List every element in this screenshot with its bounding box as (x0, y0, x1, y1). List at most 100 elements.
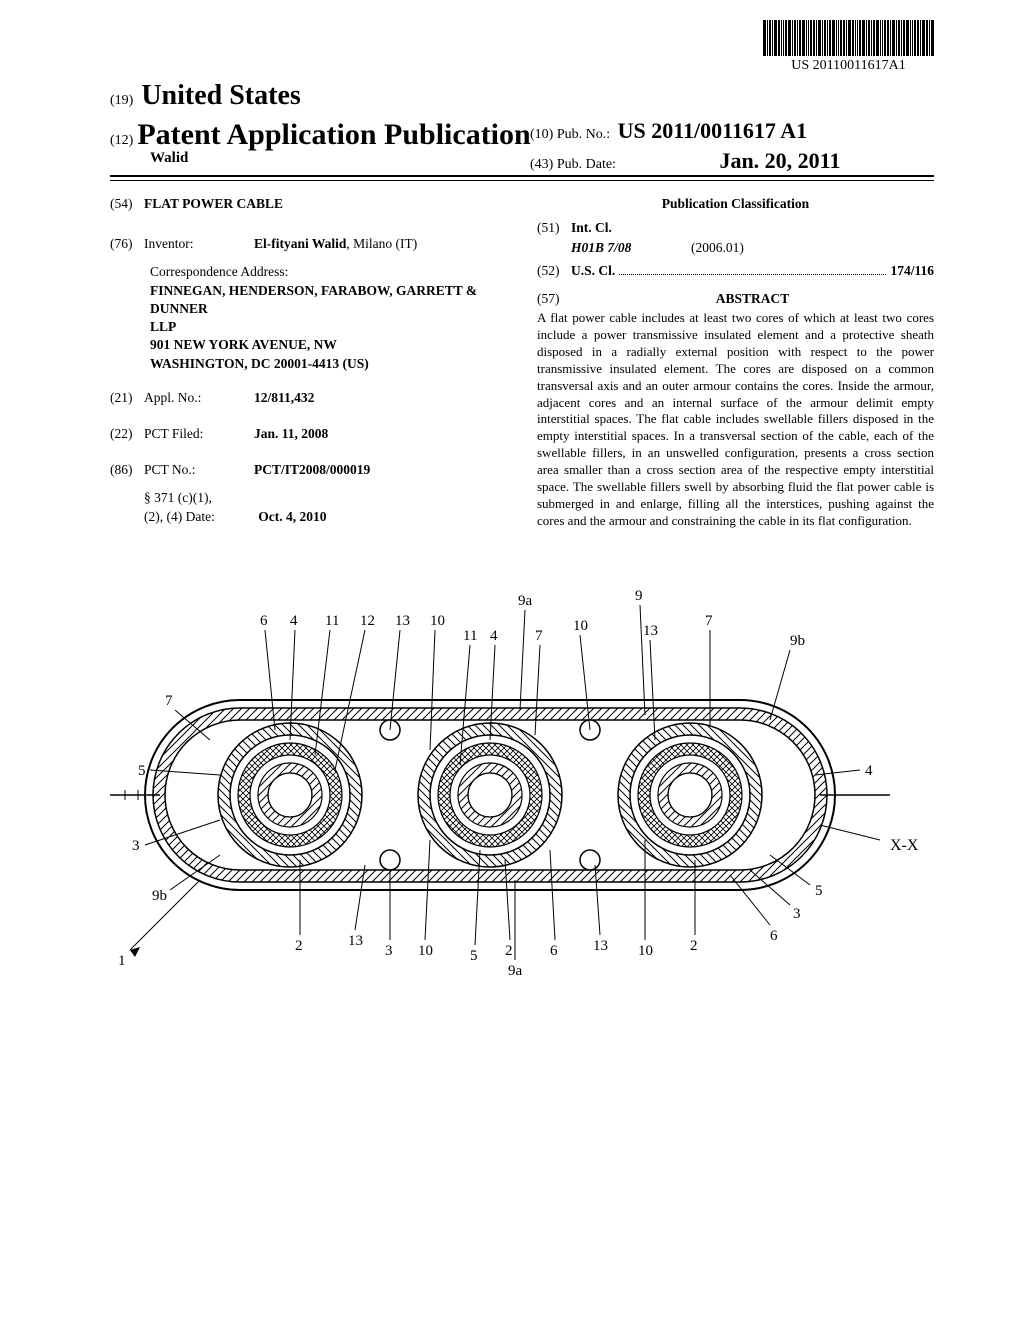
svg-text:9a: 9a (518, 593, 533, 609)
svg-text:11: 11 (463, 628, 477, 644)
svg-text:7: 7 (535, 628, 543, 644)
pct-filed-code: (22) (110, 425, 144, 443)
left-column: (54) FLAT POWER CABLE (76) Inventor: El-… (110, 195, 507, 536)
svg-text:13: 13 (593, 938, 608, 954)
columns: (54) FLAT POWER CABLE (76) Inventor: El-… (110, 195, 934, 536)
svg-text:3: 3 (385, 943, 393, 959)
pub-no: US 2011/0011617 A1 (618, 118, 807, 143)
svg-text:6: 6 (550, 943, 558, 959)
intcl-class-row: H01B 7/08 (2006.01) (537, 239, 934, 257)
pub-no-code: (10) (530, 127, 553, 142)
correspondence-line-0: FINNEGAN, HENDERSON, FARABOW, GARRETT & … (150, 282, 507, 318)
svg-text:4: 4 (290, 613, 298, 629)
pub-type-code: (12) (110, 133, 133, 149)
abstract-text: A flat power cable includes at least two… (537, 310, 934, 530)
s371-block: § 371 (c)(1), (2), (4) Date: Oct. 4, 201… (144, 489, 326, 525)
svg-text:10: 10 (418, 943, 433, 959)
inventor-loc: , Milano (IT) (346, 236, 417, 251)
svg-text:5: 5 (470, 948, 478, 964)
svg-text:13: 13 (348, 933, 363, 949)
abstract-code: (57) (537, 290, 571, 308)
pub-no-label: Pub. No.: (557, 127, 610, 142)
uscl-label: U.S. Cl. (571, 262, 615, 280)
pub-right-block: (10) Pub. No.: US 2011/0011617 A1 (43) P… (530, 118, 840, 174)
classification-header: Publication Classification (537, 195, 934, 213)
uscl-val: 174/116 (890, 262, 934, 280)
svg-text:3: 3 (132, 838, 140, 854)
svg-text:13: 13 (395, 613, 410, 629)
cable-figure-svg: 6 4 11 12 13 10 11 9a 4 7 10 9 13 7 9b 7… (90, 580, 940, 980)
pct-filed: Jan. 11, 2008 (254, 425, 328, 443)
abstract-header-row: (57) ABSTRACT (537, 290, 934, 308)
svg-text:9b: 9b (152, 888, 167, 904)
s371-date: Oct. 4, 2010 (258, 509, 326, 524)
svg-text:10: 10 (573, 618, 588, 634)
svg-text:11: 11 (325, 613, 339, 629)
svg-text:X-X: X-X (890, 837, 919, 854)
svg-text:6: 6 (770, 928, 778, 944)
pct-no: PCT/IT2008/000019 (254, 461, 370, 479)
appl-label: Appl. No.: (144, 389, 254, 407)
pub-type: Patent Application Publication (137, 118, 530, 152)
s371-row: § 371 (c)(1), (2), (4) Date: Oct. 4, 201… (110, 489, 507, 525)
barcode-text: US 20110011617A1 (763, 58, 934, 74)
uscl-row: (52) U.S. Cl. 174/116 (537, 262, 934, 280)
inventor-label: Inventor: (144, 235, 254, 253)
appl-no: 12/811,432 (254, 389, 314, 407)
title-row: (54) FLAT POWER CABLE (110, 195, 507, 213)
svg-text:3: 3 (793, 906, 801, 922)
pct-no-row: (86) PCT No.: PCT/IT2008/000019 (110, 461, 507, 479)
svg-text:2: 2 (295, 938, 303, 954)
svg-text:9: 9 (635, 588, 643, 604)
pct-filed-label: PCT Filed: (144, 425, 254, 443)
uscl-line: U.S. Cl. 174/116 (571, 262, 934, 280)
svg-text:10: 10 (430, 613, 445, 629)
s371-label: § 371 (c)(1), (144, 489, 326, 507)
inventor-name: El-fityani Walid (254, 236, 346, 251)
abstract-label: ABSTRACT (571, 290, 934, 308)
correspondence-line-2: 901 NEW YORK AVENUE, NW (150, 336, 507, 354)
svg-text:2: 2 (505, 943, 513, 959)
appl-row: (21) Appl. No.: 12/811,432 (110, 389, 507, 407)
svg-text:6: 6 (260, 613, 268, 629)
divider (110, 175, 934, 181)
barcode-block: US 20110011617A1 (763, 20, 934, 74)
pub-date-label: Pub. Date: (557, 157, 616, 172)
inventor-row: (76) Inventor: El-fityani Walid, Milano … (110, 235, 507, 253)
figure: 6 4 11 12 13 10 11 9a 4 7 10 9 13 7 9b 7… (90, 580, 940, 980)
correspondence-line-3: WASHINGTON, DC 20001-4413 (US) (150, 355, 507, 373)
country-line: (19) United States (110, 80, 934, 112)
svg-text:13: 13 (643, 623, 658, 639)
appl-code: (21) (110, 389, 144, 407)
title-code: (54) (110, 195, 144, 213)
svg-text:9a: 9a (508, 963, 523, 979)
pub-date-code: (43) (530, 157, 553, 172)
intcl-row: (51) Int. Cl. (537, 219, 934, 237)
intcl-year: (2006.01) (691, 239, 744, 257)
intcl-code: (51) (537, 219, 571, 237)
title: FLAT POWER CABLE (144, 195, 283, 213)
correspondence-label: Correspondence Address: (150, 263, 507, 281)
s371-label2: (2), (4) Date: (144, 509, 215, 524)
intcl-label: Int. Cl. (571, 219, 612, 237)
s371-line2: (2), (4) Date: Oct. 4, 2010 (144, 508, 326, 526)
right-column: Publication Classification (51) Int. Cl.… (537, 195, 934, 536)
pct-no-code: (86) (110, 461, 144, 479)
pct-no-label: PCT No.: (144, 461, 254, 479)
inventor-code: (76) (110, 235, 144, 253)
svg-text:1: 1 (118, 953, 126, 969)
pub-no-line: (10) Pub. No.: US 2011/0011617 A1 (530, 118, 840, 144)
svg-text:7: 7 (165, 693, 173, 709)
svg-text:5: 5 (815, 883, 823, 899)
svg-text:4: 4 (490, 628, 498, 644)
correspondence-line-1: LLP (150, 318, 507, 336)
country-code: (19) (110, 93, 133, 108)
svg-text:5: 5 (138, 763, 146, 779)
barcode-icon (763, 20, 934, 56)
svg-text:7: 7 (705, 613, 713, 629)
uscl-dots (619, 274, 886, 275)
patent-page: US 20110011617A1 (19) United States (12)… (0, 0, 1024, 1320)
svg-text:9b: 9b (790, 633, 805, 649)
intcl-class: H01B 7/08 (571, 239, 691, 257)
inventor-value: El-fityani Walid, Milano (IT) (254, 235, 417, 253)
